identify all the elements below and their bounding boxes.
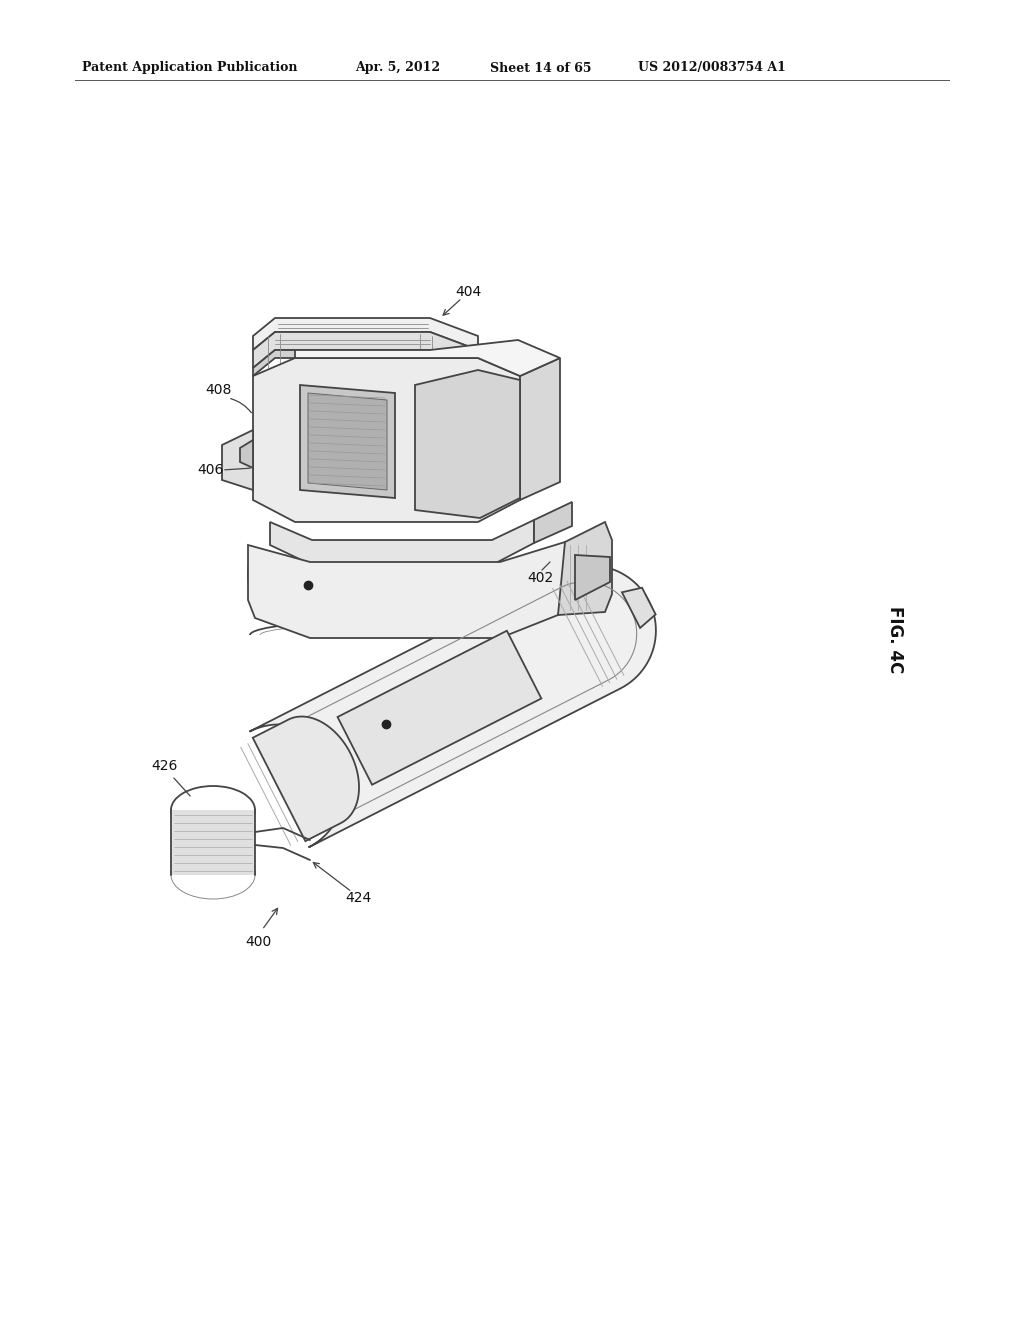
Text: 408: 408 (205, 383, 231, 397)
Polygon shape (250, 565, 656, 847)
Polygon shape (270, 520, 534, 565)
Text: 402: 402 (527, 572, 553, 585)
Polygon shape (253, 717, 359, 841)
Polygon shape (253, 318, 478, 350)
Polygon shape (300, 385, 395, 498)
Polygon shape (248, 543, 565, 638)
Text: 400: 400 (245, 935, 271, 949)
Text: 406: 406 (197, 463, 223, 477)
Polygon shape (253, 358, 520, 521)
Text: FIG. 4C: FIG. 4C (886, 606, 904, 673)
Text: Patent Application Publication: Patent Application Publication (82, 62, 298, 74)
Polygon shape (222, 430, 253, 490)
Text: 426: 426 (152, 759, 178, 774)
Polygon shape (253, 333, 478, 368)
Text: Sheet 14 of 65: Sheet 14 of 65 (490, 62, 592, 74)
Polygon shape (308, 393, 387, 490)
Polygon shape (520, 358, 560, 500)
Polygon shape (171, 810, 255, 875)
Polygon shape (253, 350, 478, 376)
Polygon shape (534, 502, 572, 543)
Text: US 2012/0083754 A1: US 2012/0083754 A1 (638, 62, 785, 74)
Polygon shape (338, 631, 542, 784)
Polygon shape (415, 370, 520, 517)
Polygon shape (558, 521, 612, 615)
Polygon shape (295, 341, 560, 376)
Polygon shape (240, 440, 253, 469)
Text: 424: 424 (345, 891, 371, 906)
Text: Apr. 5, 2012: Apr. 5, 2012 (355, 62, 440, 74)
Polygon shape (622, 587, 655, 628)
Text: 404: 404 (455, 285, 481, 300)
Polygon shape (575, 554, 610, 601)
